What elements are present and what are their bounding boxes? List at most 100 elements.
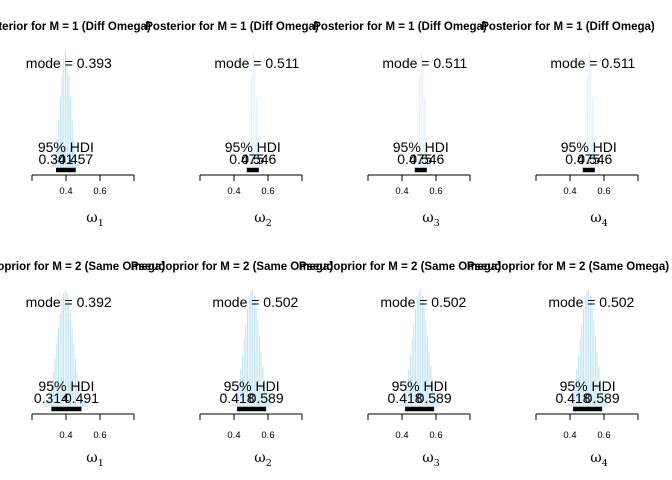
x-tick-label: 0.6 bbox=[429, 186, 442, 197]
x-tick-label: 0.4 bbox=[563, 186, 576, 197]
panel-title: Pseudoprior for M = 2 (Same Omega) bbox=[299, 261, 501, 273]
hdi-high-label: 0.546 bbox=[577, 151, 612, 167]
panel-title: Posterior for M = 1 (Diff Omega) bbox=[313, 21, 487, 33]
hist-bar bbox=[427, 155, 429, 169]
histogram bbox=[565, 290, 612, 408]
x-tick-label: 0.6 bbox=[597, 430, 610, 441]
x-axis-label: ω4 bbox=[590, 210, 607, 229]
hist-bar bbox=[229, 404, 232, 408]
mode-label: mode = 0.502 bbox=[212, 294, 298, 310]
hist-bar bbox=[52, 160, 55, 169]
x-axis-label: ω3 bbox=[422, 450, 439, 469]
x-axis-label-subscript: 2 bbox=[266, 458, 272, 469]
x-axis-label-subscript: 1 bbox=[98, 458, 104, 469]
hdi-label: 95% HDI bbox=[393, 139, 449, 155]
hist-bar bbox=[601, 387, 604, 408]
x-tick-label: 0.6 bbox=[93, 430, 106, 441]
panel-title: Posterior for M = 1 (Diff Omega) bbox=[145, 21, 319, 33]
hdi-low-label: 0.475 bbox=[565, 151, 600, 167]
hist-bar bbox=[569, 400, 571, 408]
hist-bar bbox=[604, 399, 607, 408]
hist-bar bbox=[45, 400, 48, 408]
mode-label: mode = 0.511 bbox=[382, 55, 467, 71]
hist-bar bbox=[260, 164, 263, 169]
hdi-label: 95% HDI bbox=[561, 139, 617, 155]
hist-bar bbox=[435, 394, 437, 408]
hist-bar bbox=[581, 160, 584, 169]
x-axis-label-subscript: 4 bbox=[602, 218, 608, 229]
hdi-high-label: 0.546 bbox=[409, 151, 444, 167]
hist-bar bbox=[86, 405, 89, 408]
hist-bar bbox=[273, 405, 276, 408]
hist-bar bbox=[83, 400, 85, 408]
hist-bar bbox=[267, 394, 269, 408]
x-tick-label: 0.6 bbox=[597, 186, 610, 197]
panel-1: Posterior for M = 1 (Diff Omega) mode = 0… bbox=[0, 21, 151, 229]
mode-label: mode = 0.392 bbox=[26, 294, 112, 310]
hist-bar bbox=[603, 394, 605, 408]
hist-bar bbox=[565, 404, 568, 408]
hdi-low-label: 0.341 bbox=[38, 151, 73, 167]
x-axis-label-subscript: 1 bbox=[98, 218, 104, 229]
panel-8: Pseudoprior for M = 2 (Same Omega) mode =… bbox=[467, 261, 669, 469]
panel-title: Posterior for M = 1 (Diff Omega) bbox=[481, 21, 655, 33]
x-axis-label-subscript: 3 bbox=[434, 458, 440, 469]
hist-bar bbox=[570, 396, 573, 408]
x-axis-label: ω4 bbox=[590, 450, 607, 469]
hdi-high-label: 0.589 bbox=[249, 390, 284, 406]
x-tick-label: 0.4 bbox=[395, 430, 408, 441]
panel-6: Pseudoprior for M = 2 (Same Omega) mode =… bbox=[131, 261, 333, 469]
hist-bar bbox=[441, 405, 444, 408]
hdi-low-label: 0.475 bbox=[397, 151, 432, 167]
x-tick-label: 0.4 bbox=[563, 430, 576, 441]
hist-bar bbox=[245, 160, 248, 169]
hist-bar bbox=[608, 404, 610, 408]
hist-bar bbox=[233, 400, 235, 408]
hdi-low-label: 0.314 bbox=[34, 390, 69, 406]
panel-title: Pseudoprior for M = 2 (Same Omega) bbox=[0, 261, 165, 273]
panel-4: Posterior for M = 1 (Diff Omega) mode = 0… bbox=[481, 21, 655, 229]
x-tick-label: 0.6 bbox=[93, 186, 106, 197]
hist-bar bbox=[428, 164, 431, 169]
hist-bar bbox=[606, 402, 609, 408]
hist-bar bbox=[397, 404, 400, 408]
mode-label: mode = 0.502 bbox=[380, 294, 466, 310]
hist-bar bbox=[234, 396, 237, 408]
hist-bar bbox=[231, 403, 234, 408]
histogram bbox=[49, 51, 82, 169]
hist-bar bbox=[79, 166, 82, 169]
hdi-high-label: 0.589 bbox=[585, 390, 620, 406]
hist-bar bbox=[49, 391, 51, 408]
hist-bar bbox=[436, 399, 439, 408]
hist-bar bbox=[268, 399, 271, 408]
hdi-low-label: 0.418 bbox=[556, 390, 591, 406]
hist-bar bbox=[567, 403, 570, 408]
x-axis-label-subscript: 2 bbox=[266, 218, 272, 229]
hdi-label: 95% HDI bbox=[560, 378, 616, 394]
x-axis-label: ω2 bbox=[254, 210, 271, 229]
x-axis-label: ω1 bbox=[86, 450, 103, 469]
hist-bar bbox=[399, 403, 402, 408]
hist-bar bbox=[413, 160, 416, 169]
hdi-high-label: 0.589 bbox=[417, 390, 452, 406]
hist-bar bbox=[595, 155, 597, 169]
hist-bar bbox=[78, 164, 80, 169]
hist-bar bbox=[609, 405, 612, 408]
histogram bbox=[42, 289, 89, 408]
hist-bar bbox=[47, 396, 50, 408]
hist-bar bbox=[272, 404, 274, 408]
hist-bar bbox=[579, 166, 582, 169]
hist-bar bbox=[402, 396, 405, 408]
x-tick-label: 0.4 bbox=[395, 186, 408, 197]
hdi-label: 95% HDI bbox=[38, 139, 94, 155]
hist-bar bbox=[84, 403, 87, 408]
hist-bar bbox=[596, 164, 599, 169]
panel-title: Posterior for M = 1 (Diff Omega) bbox=[0, 21, 151, 33]
hdi-high-label: 0.546 bbox=[241, 151, 276, 167]
hist-bar bbox=[433, 387, 436, 408]
x-tick-label: 0.4 bbox=[227, 186, 240, 197]
hist-bar bbox=[243, 166, 246, 169]
hist-bar bbox=[259, 155, 261, 169]
panel-title: Pseudoprior for M = 2 (Same Omega) bbox=[467, 261, 669, 273]
